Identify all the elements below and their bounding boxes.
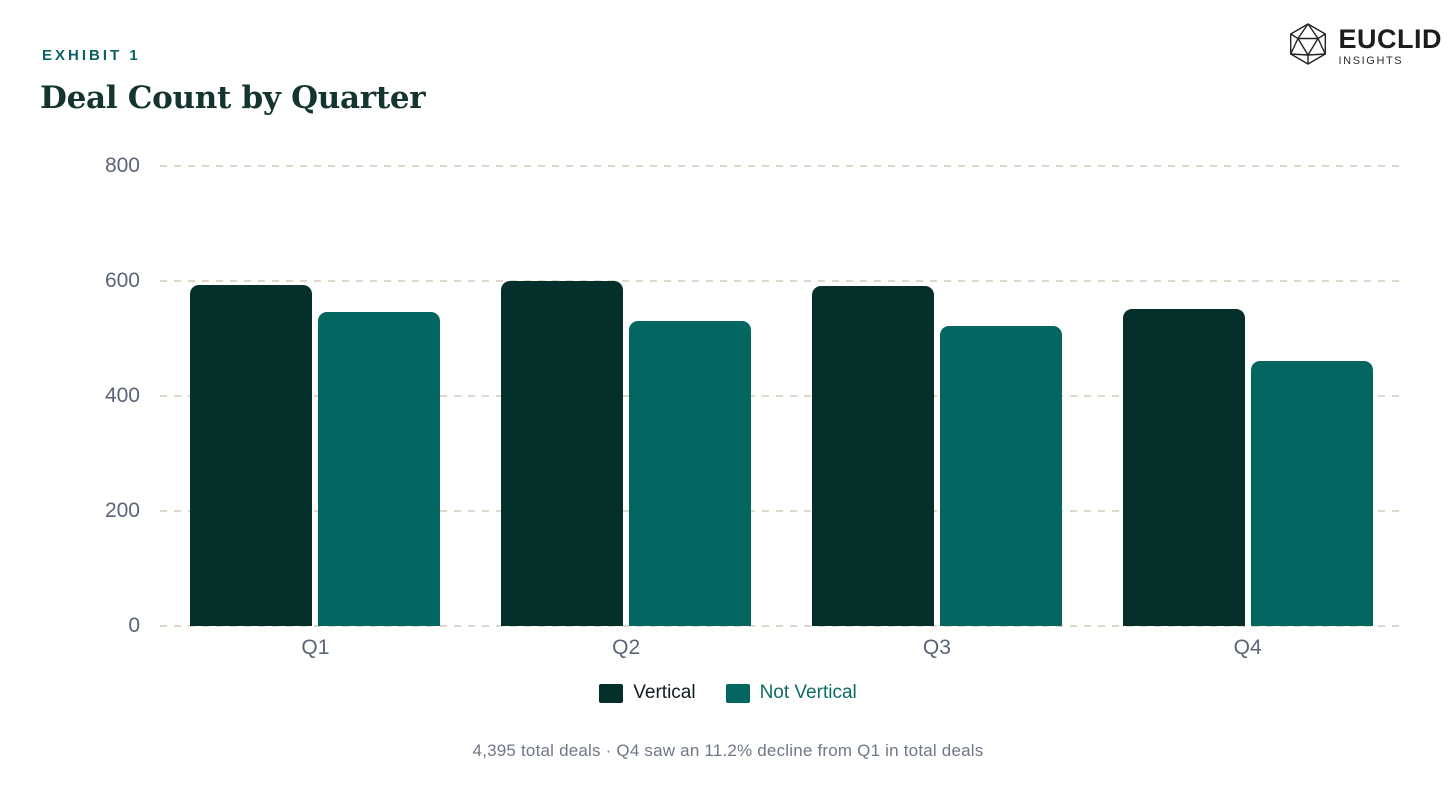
y-tick-label-200: 200 <box>104 499 140 522</box>
plot-area: 0 200 400 600 800 Q1 Q2 Q3 Q4 <box>105 154 1403 659</box>
y-tick-label-600: 600 <box>104 269 140 292</box>
legend-item-vertical: Vertical <box>599 682 696 704</box>
gridline-y-0 <box>160 625 1403 627</box>
page-title: Deal Count by Quarter <box>40 80 426 116</box>
icosahedron-icon <box>1286 22 1330 71</box>
bar-group-q4 <box>1092 166 1403 626</box>
legend-item-not-vertical: Not Vertical <box>725 682 857 704</box>
gridline-y-400 <box>160 395 1403 397</box>
x-tick-label-q1: Q1 <box>301 636 330 659</box>
bar-group-q3 <box>782 166 1093 626</box>
legend-swatch-vertical <box>599 683 624 703</box>
legend-swatch-not-vertical <box>725 683 750 703</box>
bar-vertical-q3 <box>811 286 934 626</box>
y-tick-label-400: 400 <box>104 384 140 407</box>
x-tick-label-q4: Q4 <box>1233 636 1262 659</box>
bar-not-vertical-q1 <box>318 312 441 626</box>
bar-vertical-q4 <box>1122 309 1245 626</box>
gridline-y-600 <box>160 280 1403 282</box>
brand-logo: EUCLID INSIGHTS <box>1286 22 1443 71</box>
bar-group-q1 <box>160 166 471 626</box>
bar-not-vertical-q3 <box>939 325 1062 626</box>
bar-vertical-q1 <box>190 285 313 626</box>
chart-legend: Vertical Not Vertical <box>0 682 1456 704</box>
x-tick-label-q2: Q2 <box>612 636 641 659</box>
bar-group-q2 <box>471 166 782 626</box>
x-tick-label-q3: Q3 <box>922 636 951 659</box>
exhibit-label: EXHIBIT 1 <box>42 47 141 64</box>
brand-name: EUCLID <box>1338 24 1442 54</box>
y-tick-label-800: 800 <box>104 154 140 177</box>
gridline-y-200 <box>160 510 1403 512</box>
bar-not-vertical-q2 <box>629 320 752 626</box>
bar-not-vertical-q4 <box>1250 360 1373 626</box>
chart-footnote: 4,395 total deals · Q4 saw an 11.2% decl… <box>472 741 984 760</box>
y-tick-label-0: 0 <box>128 614 140 637</box>
legend-label-not-vertical: Not Vertical <box>759 682 857 703</box>
legend-label-vertical: Vertical <box>633 682 696 703</box>
bar-vertical-q2 <box>501 281 624 626</box>
gridline-y-800 <box>160 165 1403 167</box>
brand-subtitle: INSIGHTS <box>1338 55 1404 67</box>
